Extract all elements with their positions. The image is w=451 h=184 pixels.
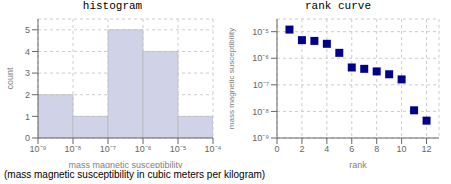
svg-text:rank: rank [349,160,367,168]
svg-text:10⁻⁶: 10⁻⁶ [252,53,269,63]
svg-text:10⁻⁸: 10⁻⁸ [252,107,269,117]
svg-text:4: 4 [25,47,30,57]
svg-text:2: 2 [299,144,304,154]
html-text:(mass magnetic susceptibility: (mass magnetic susceptibility in cubic m… [4,169,266,180]
svg-text:0: 0 [274,144,279,154]
svg-text:5: 5 [25,25,30,35]
html-text:histogram: histogram [82,0,143,12]
svg-text:8: 8 [374,144,379,154]
html-text:rank curve: rank curve [305,0,371,12]
svg-text:10⁻⁵: 10⁻⁵ [170,144,187,154]
svg-text:10⁻⁷: 10⁻⁷ [253,80,269,90]
svg-text:3: 3 [25,68,30,78]
svg-text:10⁻⁸: 10⁻⁸ [65,144,82,154]
svg-text:mass magnetic susceptibility: mass magnetic susceptibility [68,160,183,168]
svg-text:10⁻⁹: 10⁻⁹ [252,133,269,143]
svg-text:mass magnetic susceptibility: mass magnetic susceptibility [227,28,236,129]
svg-text:count: count [8,67,15,90]
svg-text:12: 12 [422,144,432,154]
svg-text:10⁻⁷: 10⁻⁷ [100,144,116,154]
svg-text:10⁻⁵: 10⁻⁵ [252,27,269,37]
svg-text:10⁻⁴: 10⁻⁴ [205,144,222,154]
svg-text:6: 6 [349,144,354,154]
svg-text:0: 0 [25,133,30,143]
svg-text:4: 4 [324,144,329,154]
svg-text:10⁻⁹: 10⁻⁹ [30,144,47,154]
svg-text:1: 1 [25,112,30,122]
svg-text:10⁻⁶: 10⁻⁶ [135,144,152,154]
svg-text:10: 10 [397,144,407,154]
svg-text:2: 2 [25,90,30,100]
